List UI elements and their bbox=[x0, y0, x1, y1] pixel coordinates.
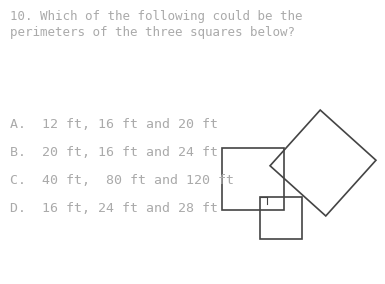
Text: 10. Which of the following could be the: 10. Which of the following could be the bbox=[10, 10, 303, 23]
Text: D.  16 ft, 24 ft and 28 ft: D. 16 ft, 24 ft and 28 ft bbox=[10, 202, 218, 215]
Text: perimeters of the three squares below?: perimeters of the three squares below? bbox=[10, 26, 295, 39]
Text: B.  20 ft, 16 ft and 24 ft: B. 20 ft, 16 ft and 24 ft bbox=[10, 146, 218, 159]
Text: A.  12 ft, 16 ft and 20 ft: A. 12 ft, 16 ft and 20 ft bbox=[10, 118, 218, 131]
Text: C.  40 ft,  80 ft and 120 ft: C. 40 ft, 80 ft and 120 ft bbox=[10, 174, 234, 187]
